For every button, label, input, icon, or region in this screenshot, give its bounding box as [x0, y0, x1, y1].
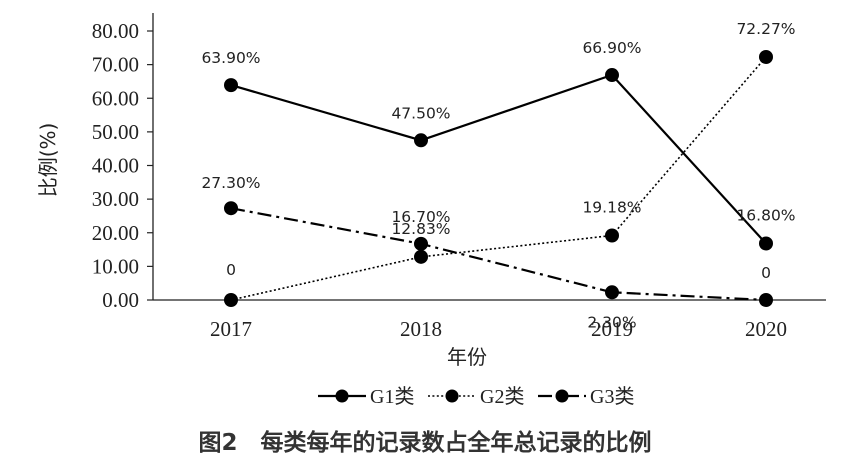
data-point: [605, 228, 619, 243]
y-axis-title: 比例(%): [36, 123, 60, 198]
data-label: 66.90%: [582, 39, 641, 57]
legend-item-1: G1类: [318, 385, 414, 408]
data-point: [414, 133, 428, 148]
series-line: [230, 207, 767, 302]
data-point: [605, 285, 619, 300]
y-tick-label: 60.00: [92, 86, 139, 110]
data-point: [224, 293, 238, 307]
figure-caption: 图2 每类每年的记录数占全年总记录的比例: [198, 429, 651, 456]
data-label: 47.50%: [391, 104, 450, 122]
series-line: [230, 56, 767, 301]
legend-marker: [335, 389, 349, 403]
y-tick-label: 10.00: [92, 254, 139, 278]
data-label: 27.30%: [201, 174, 260, 192]
data-label: 16.80%: [736, 207, 795, 225]
series-2: [224, 49, 773, 307]
x-tick-label: 2020: [745, 317, 787, 341]
data-label: 12.83%: [391, 220, 450, 238]
data-point: [414, 249, 428, 264]
data-label: 19.18%: [582, 199, 641, 217]
legend-label: G2类: [480, 385, 524, 408]
x-axis-title: 年份: [447, 345, 487, 369]
y-tick-label: 40.00: [92, 154, 139, 178]
legend-marker: [445, 389, 459, 403]
data-label: 72.27%: [736, 20, 795, 38]
y-tick-label: 30.00: [92, 187, 139, 211]
data-point: [759, 293, 773, 307]
data-point: [224, 78, 238, 93]
legend-label: G3类: [590, 385, 634, 408]
y-tick-label: 80.00: [92, 19, 139, 43]
series-group: [224, 49, 773, 307]
x-tick-label: 2018: [400, 317, 442, 341]
y-tick-labels: 0.00 10.00 20.00 30.00 40.00 50.00 60.00 70.00 8…: [92, 19, 139, 312]
x-tick-label: 2019: [591, 317, 633, 341]
data-label: 0: [761, 264, 771, 282]
data-point: [605, 68, 619, 83]
y-tick-label: 0.00: [102, 288, 139, 312]
axes: [147, 13, 826, 301]
data-point: [759, 49, 773, 64]
legend-item-3: G3类: [538, 385, 634, 408]
legend-item-2: G2类: [428, 385, 524, 408]
y-tick-label: 20.00: [92, 221, 139, 245]
data-point: [414, 236, 428, 251]
series-1: [224, 68, 773, 251]
data-point: [759, 236, 773, 251]
legend-label: G1类: [370, 385, 414, 408]
data-label: 16.70%: [391, 208, 450, 226]
y-tick-label: 50.00: [92, 120, 139, 144]
data-label: 0: [226, 261, 236, 279]
data-labels: 63.90% 47.50% 66.90% 16.80% 0 12.83% 19.18% 72.…: [201, 20, 795, 331]
series-3: [224, 201, 773, 307]
legend: G1类 G2类 G3类: [318, 385, 634, 408]
x-tick-labels: 2017 2018 2019 2020: [210, 317, 787, 341]
series-line: [230, 73, 767, 245]
data-label: 2.30%: [587, 313, 636, 331]
y-tick-label: 70.00: [92, 53, 139, 77]
legend-marker: [555, 389, 569, 403]
x-tick-label: 2017: [210, 317, 252, 341]
data-label: 63.90%: [201, 49, 260, 67]
data-point: [224, 201, 238, 216]
